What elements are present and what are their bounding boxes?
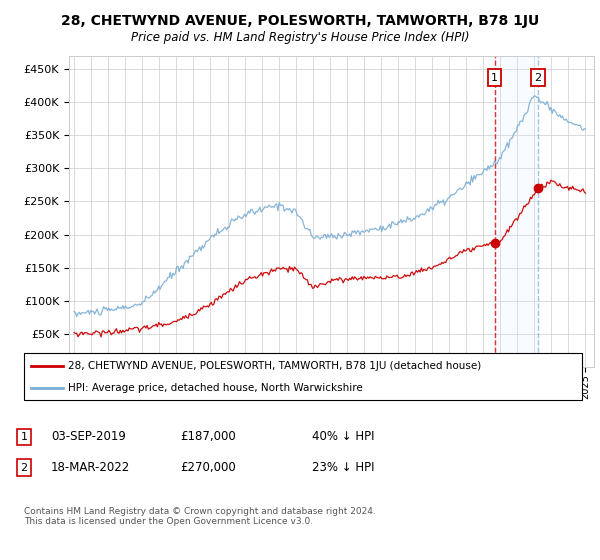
Text: 28, CHETWYND AVENUE, POLESWORTH, TAMWORTH, B78 1JU: 28, CHETWYND AVENUE, POLESWORTH, TAMWORT…: [61, 14, 539, 28]
Text: 23% ↓ HPI: 23% ↓ HPI: [312, 461, 374, 474]
Text: 03-SEP-2019: 03-SEP-2019: [51, 430, 126, 444]
Text: 2: 2: [20, 463, 28, 473]
Text: Contains HM Land Registry data © Crown copyright and database right 2024.
This d: Contains HM Land Registry data © Crown c…: [24, 507, 376, 526]
Text: 28, CHETWYND AVENUE, POLESWORTH, TAMWORTH, B78 1JU (detached house): 28, CHETWYND AVENUE, POLESWORTH, TAMWORT…: [68, 361, 481, 371]
Text: 18-MAR-2022: 18-MAR-2022: [51, 461, 130, 474]
Text: Price paid vs. HM Land Registry's House Price Index (HPI): Price paid vs. HM Land Registry's House …: [131, 31, 469, 44]
Text: £187,000: £187,000: [180, 430, 236, 444]
Text: HPI: Average price, detached house, North Warwickshire: HPI: Average price, detached house, Nort…: [68, 382, 362, 393]
Text: 40% ↓ HPI: 40% ↓ HPI: [312, 430, 374, 444]
Text: 1: 1: [491, 73, 498, 83]
Text: 1: 1: [20, 432, 28, 442]
Text: £270,000: £270,000: [180, 461, 236, 474]
Text: 2: 2: [535, 73, 541, 83]
Bar: [494, 56, 538, 367]
